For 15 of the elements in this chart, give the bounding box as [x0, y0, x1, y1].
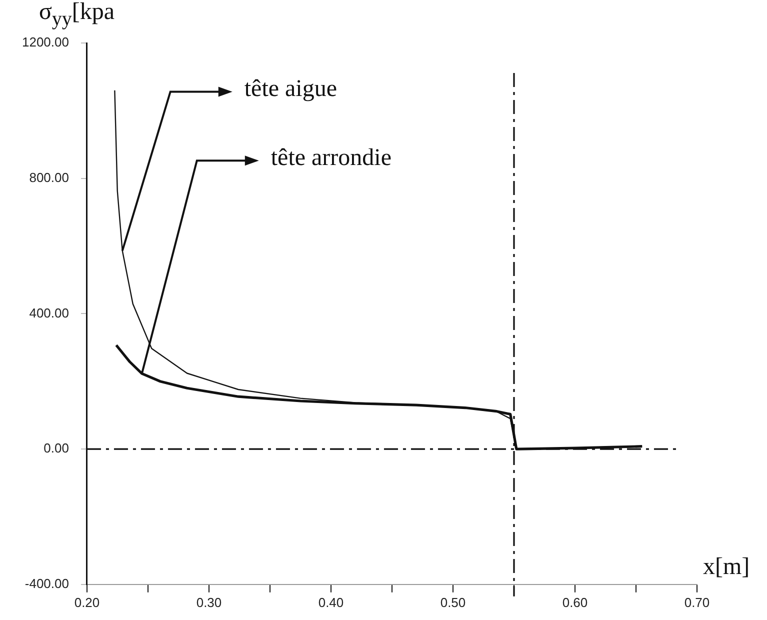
x-tick-label: 0.30 [196, 594, 222, 610]
x-tick-label: 0.70 [684, 594, 710, 610]
annotation: tête arrondie [270, 144, 392, 171]
x-tick-label: 0.60 [562, 594, 588, 610]
y-axis-title: σ$_{yy}$[kpa [38, 0, 115, 31]
y-tick-label: 0.00 [44, 440, 69, 456]
y-tick-label: 400.00 [29, 305, 69, 320]
y-tick-label: 1200.00 [22, 34, 69, 50]
annotation: tête aigue [244, 76, 337, 102]
y-tick-label: -400.00 [24, 576, 69, 591]
y-tick-label: 800.00 [29, 170, 69, 185]
x-tick-label: 0.50 [440, 594, 466, 610]
x-axis-title: x[m] [703, 554, 750, 582]
x-tick-label: 0.20 [74, 594, 100, 610]
x-tick-label: 0.40 [318, 594, 344, 610]
